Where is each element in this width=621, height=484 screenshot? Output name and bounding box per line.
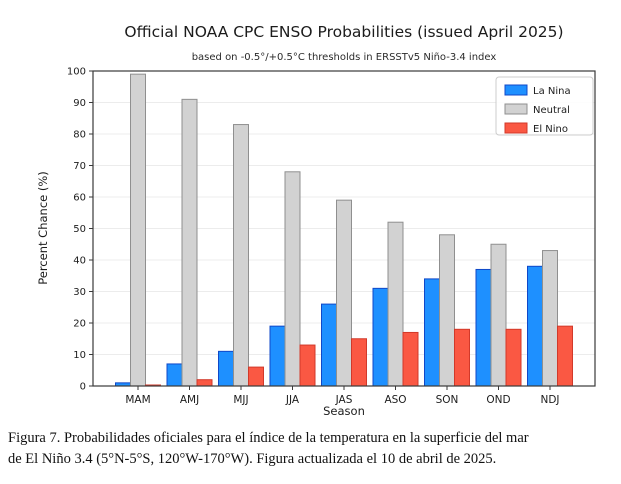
bar-el-nino-ond [505, 328, 522, 387]
bar-neutral-amj [181, 98, 198, 387]
bar-la-nina-jja [269, 325, 286, 387]
plot-area: 0 10 20 30 40 50 60 70 80 90 100 MAM AMJ MJJ JJA JAS ASO… [67, 67, 596, 406]
y-tick-label-50: 50 [73, 224, 86, 235]
bar-neutral-ond [490, 243, 507, 387]
bar-el-nino-jas [351, 338, 367, 387]
legend-swatch-la-nina [504, 84, 528, 96]
x-tick-label-mjj: MJJ [233, 394, 248, 406]
x-tick-label-son: SON [436, 394, 459, 406]
x-tick-label-ndj: NDJ [540, 394, 559, 406]
bar-neutral-son [439, 234, 455, 387]
x-tick-label-mam: MAM [125, 394, 150, 406]
bar-el-nino-aso [402, 331, 419, 387]
y-tick-label-90: 90 [73, 98, 86, 109]
bar-el-nino-jja [299, 344, 316, 387]
bar-neutral-mam [130, 73, 146, 387]
enso-chart: Official NOAA CPC ENSO Probabilities (is… [36, 23, 596, 418]
bar-la-nina-ond [475, 268, 492, 387]
y-tick-label-70: 70 [73, 161, 86, 172]
bar-el-nino-ndj [557, 325, 573, 387]
x-tick-label-amj: AMJ [180, 394, 199, 406]
y-tick-label-0: 0 [80, 382, 86, 393]
bar-neutral-aso [387, 221, 404, 387]
plot-border [92, 70, 596, 387]
chart-title: Official NOAA CPC ENSO Probabilities (is… [124, 23, 563, 41]
bar-la-nina-aso [372, 287, 389, 387]
x-tick-label-jas: JAS [335, 394, 353, 406]
bar-la-nina-jas [321, 303, 337, 387]
legend-label-el-nino: El Nino [533, 124, 568, 135]
legend-label-la-nina: La Nina [533, 86, 571, 97]
x-tick-label-ond: OND [486, 394, 510, 406]
y-tick-label-30: 30 [73, 287, 86, 298]
bar-el-nino-mjj [248, 366, 264, 387]
x-tick-label-jja: JJA [285, 394, 300, 406]
bar-la-nina-son [424, 278, 440, 387]
chart-subtitle: based on -0.5°/+0.5°C thresholds in ERSS… [192, 52, 497, 63]
bar-la-nina-mjj [218, 350, 234, 387]
legend-swatch-neutral [504, 103, 528, 115]
x-axis-label: Season [323, 404, 365, 418]
bar-neutral-jas [336, 199, 352, 387]
legend-swatch-el-nino [504, 122, 528, 134]
figure-caption: Figura 7. Probabilidades oficiales para … [8, 428, 615, 470]
y-axis-label: Percent Chance (%) [36, 171, 50, 285]
x-tick-label-aso: ASO [384, 394, 406, 406]
bar-neutral-mjj [233, 124, 249, 387]
y-tick-label-100: 100 [67, 67, 86, 78]
bar-neutral-ndj [542, 250, 558, 387]
bar-el-nino-son [454, 328, 470, 387]
bar-el-nino-amj [196, 379, 213, 387]
y-tick-label-40: 40 [73, 256, 86, 267]
bar-la-nina-ndj [527, 265, 543, 387]
bar-la-nina-amj [166, 363, 183, 387]
caption-line-2: de El Niño 3.4 (5°N-5°S, 120°W-170°W). F… [8, 451, 497, 468]
y-tick-label-10: 10 [73, 350, 86, 361]
caption-line-1: Figura 7. Probabilidades oficiales para … [8, 430, 529, 446]
legend-label-neutral: Neutral [533, 105, 570, 116]
y-tick-label-60: 60 [73, 193, 86, 204]
y-tick-label-80: 80 [73, 130, 86, 141]
y-tick-label-20: 20 [73, 319, 86, 330]
bar-neutral-jja [284, 171, 301, 387]
